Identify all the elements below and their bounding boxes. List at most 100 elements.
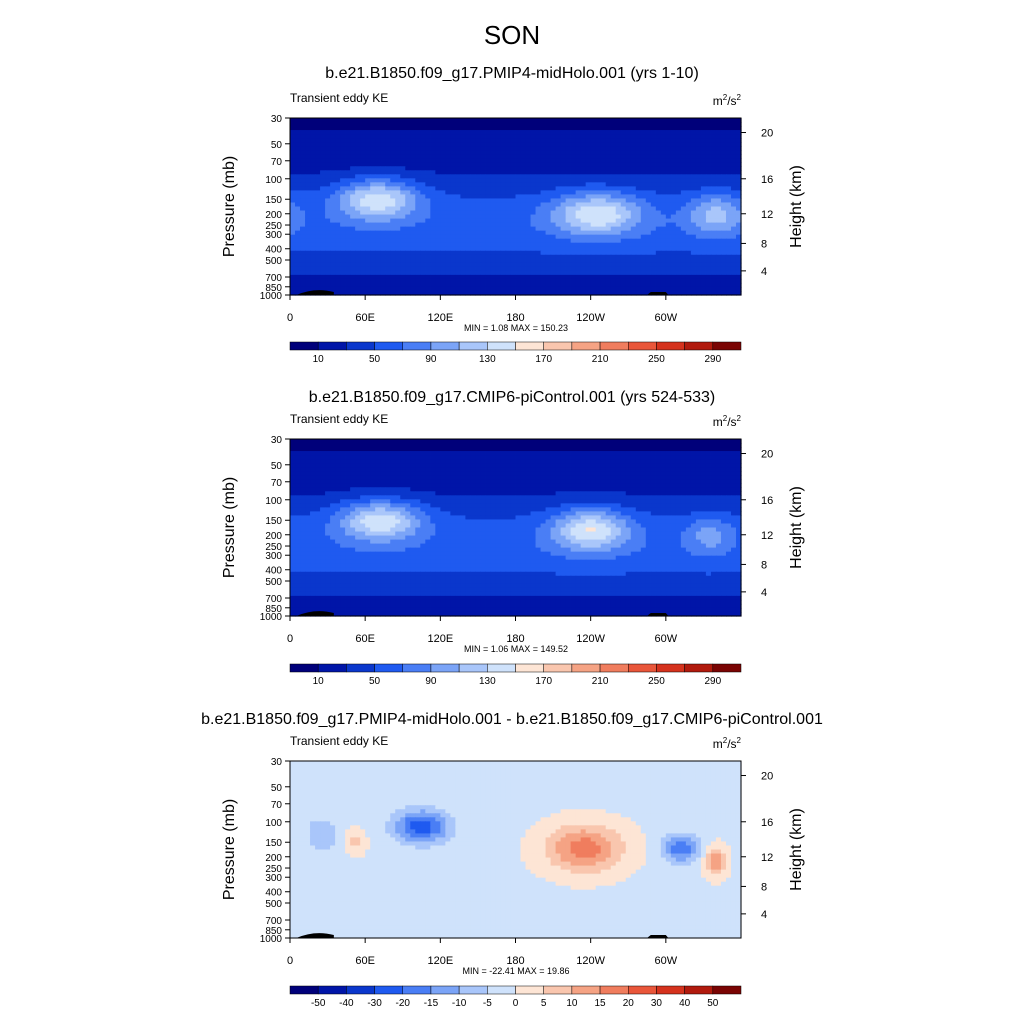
field-cell bbox=[485, 134, 491, 139]
field-cell bbox=[410, 235, 416, 240]
field-cell bbox=[701, 215, 707, 220]
field-cell bbox=[395, 443, 401, 448]
field-cell bbox=[465, 186, 471, 191]
field-cell bbox=[571, 475, 577, 480]
field-cell bbox=[310, 455, 316, 460]
field-cell bbox=[646, 267, 652, 272]
field-cell bbox=[485, 194, 491, 199]
field-cell bbox=[551, 471, 557, 476]
field-cell bbox=[691, 202, 697, 207]
field-cell bbox=[450, 198, 456, 203]
field-cell bbox=[455, 178, 461, 183]
field-cell bbox=[551, 170, 557, 175]
field-cell bbox=[415, 439, 421, 444]
field-cell bbox=[485, 174, 491, 179]
field-cell bbox=[576, 215, 582, 220]
field-cell bbox=[621, 447, 627, 452]
field-cell bbox=[536, 130, 542, 135]
field-cell bbox=[691, 251, 697, 256]
field-cell bbox=[410, 255, 416, 260]
field-cell bbox=[531, 142, 537, 147]
field-cell bbox=[370, 259, 376, 264]
field-cell bbox=[716, 463, 722, 468]
field-cell bbox=[521, 455, 527, 460]
field-cell bbox=[290, 134, 296, 139]
field-cell bbox=[656, 162, 662, 167]
field-cell bbox=[641, 178, 647, 183]
field-cell bbox=[656, 178, 662, 183]
field-cell bbox=[546, 455, 552, 460]
field-cell bbox=[340, 202, 346, 207]
field-cell bbox=[440, 174, 446, 179]
field-cell bbox=[505, 283, 511, 288]
field-cell bbox=[621, 194, 627, 199]
field-cell bbox=[345, 283, 351, 288]
field-cell bbox=[315, 451, 321, 456]
field-cell bbox=[556, 275, 562, 280]
field-cell bbox=[631, 198, 637, 203]
field-cell bbox=[616, 439, 622, 444]
field-cell bbox=[365, 463, 371, 468]
field-cell bbox=[465, 219, 471, 224]
field-cell bbox=[601, 223, 607, 228]
field-cell bbox=[375, 186, 381, 191]
field-cell bbox=[621, 162, 627, 167]
field-cell bbox=[295, 142, 301, 147]
field-cell bbox=[340, 150, 346, 155]
field-cell bbox=[410, 211, 416, 216]
field-cell bbox=[686, 263, 692, 268]
field-cell bbox=[510, 255, 516, 260]
field-cell bbox=[601, 190, 607, 195]
field-cell bbox=[500, 211, 506, 216]
field-cell bbox=[731, 146, 737, 151]
field-cell bbox=[601, 263, 607, 268]
field-cell bbox=[385, 243, 391, 248]
field-cell bbox=[455, 158, 461, 163]
field-cell bbox=[701, 251, 707, 256]
field-cell bbox=[596, 251, 602, 256]
field-cell bbox=[696, 275, 702, 280]
field-cell bbox=[335, 227, 341, 232]
field-cell bbox=[395, 134, 401, 139]
field-cell bbox=[591, 219, 597, 224]
field-cell bbox=[581, 275, 587, 280]
field-cell bbox=[591, 130, 597, 135]
field-cell bbox=[731, 223, 737, 228]
field-cell bbox=[475, 122, 481, 127]
field-cell bbox=[495, 251, 501, 256]
field-cell bbox=[435, 150, 441, 155]
field-cell bbox=[701, 455, 707, 460]
field-cell bbox=[621, 170, 627, 175]
field-cell bbox=[425, 271, 431, 276]
field-cell bbox=[325, 166, 331, 171]
field-cell bbox=[656, 463, 662, 468]
field-cell bbox=[716, 134, 722, 139]
field-cell bbox=[385, 122, 391, 127]
field-cell bbox=[305, 174, 311, 179]
field-cell bbox=[616, 239, 622, 244]
field-cell bbox=[380, 275, 386, 280]
field-cell bbox=[335, 190, 341, 195]
field-cell bbox=[561, 118, 567, 123]
field-cell bbox=[455, 190, 461, 195]
field-cell bbox=[405, 235, 411, 240]
field-cell bbox=[370, 283, 376, 288]
field-cell bbox=[646, 239, 652, 244]
field-cell bbox=[581, 459, 587, 464]
field-cell bbox=[706, 255, 712, 260]
field-cell bbox=[531, 190, 537, 195]
field-cell bbox=[400, 439, 406, 444]
field-cell bbox=[350, 150, 356, 155]
field-cell bbox=[556, 202, 562, 207]
field-cell bbox=[405, 279, 411, 284]
field-cell bbox=[390, 283, 396, 288]
field-cell bbox=[490, 211, 496, 216]
y-tick-label: 300 bbox=[265, 230, 282, 241]
field-cell bbox=[490, 194, 496, 199]
field-cell bbox=[505, 463, 511, 468]
field-cell bbox=[521, 459, 527, 464]
field-cell bbox=[601, 275, 607, 280]
field-cell bbox=[646, 463, 652, 468]
field-cell bbox=[320, 126, 326, 131]
field-cell bbox=[370, 443, 376, 448]
